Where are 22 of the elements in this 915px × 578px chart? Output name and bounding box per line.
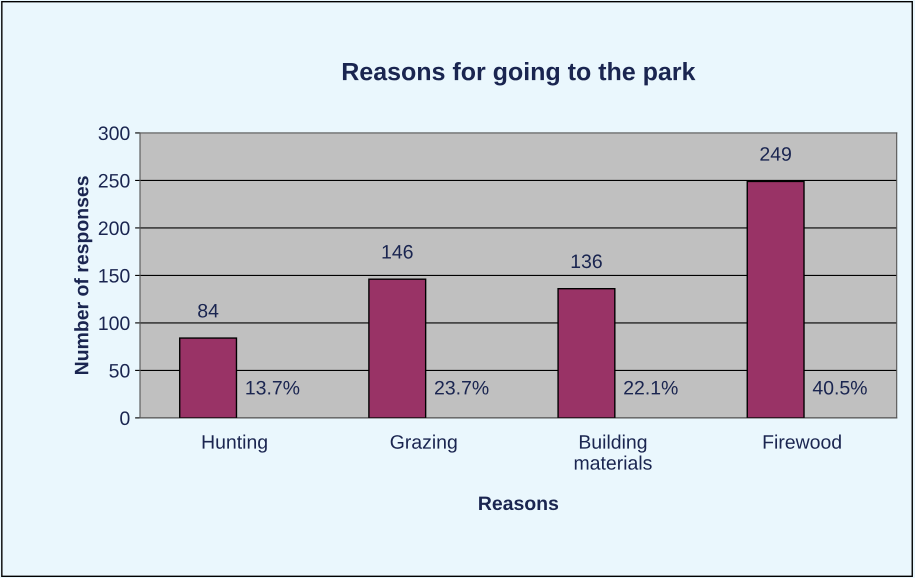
y-tick-label: 100	[99, 316, 130, 330]
data-label: 136	[572, 254, 602, 268]
x-axis-title: Reasons	[479, 496, 558, 510]
data-label: 249	[760, 147, 791, 161]
x-tick-label: Firewood	[764, 434, 841, 449]
x-tick-label: Grazing	[390, 434, 457, 453]
annotation: 23.7%	[435, 380, 488, 395]
y-tick-label: 50	[109, 364, 130, 378]
annotation: 13.7%	[246, 380, 300, 395]
y-tick-label: 0	[120, 411, 130, 426]
annotation: 22.1%	[624, 380, 678, 395]
data-label: 146	[382, 244, 413, 259]
y-axis-title: Number of responses	[74, 176, 92, 374]
annotation: 40.5%	[812, 380, 867, 395]
x-tick-label: Hunting	[202, 434, 267, 453]
y-tick-label: 200	[98, 221, 130, 236]
y-tick-label: 150	[99, 268, 130, 283]
y-tick-label: 250	[98, 174, 130, 188]
data-label: 84	[198, 304, 218, 318]
chart-title: Reasons for going to the park	[342, 62, 696, 86]
x-tick-label: Building materials	[574, 434, 652, 470]
y-tick-label: 300	[98, 126, 130, 140]
